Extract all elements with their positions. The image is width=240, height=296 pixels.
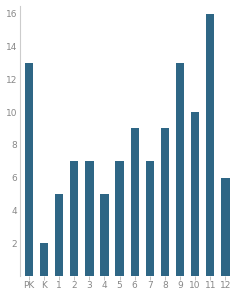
Bar (221, 178, 229, 276)
Bar (85, 161, 94, 276)
Bar (70, 161, 78, 276)
Bar (206, 14, 214, 276)
Bar (176, 63, 184, 276)
Bar (191, 112, 199, 276)
Bar (161, 128, 169, 276)
Bar (25, 63, 33, 276)
Bar (115, 161, 124, 276)
Bar (55, 194, 63, 276)
Bar (40, 243, 48, 276)
Bar (146, 161, 154, 276)
Bar (131, 128, 139, 276)
Bar (100, 194, 109, 276)
